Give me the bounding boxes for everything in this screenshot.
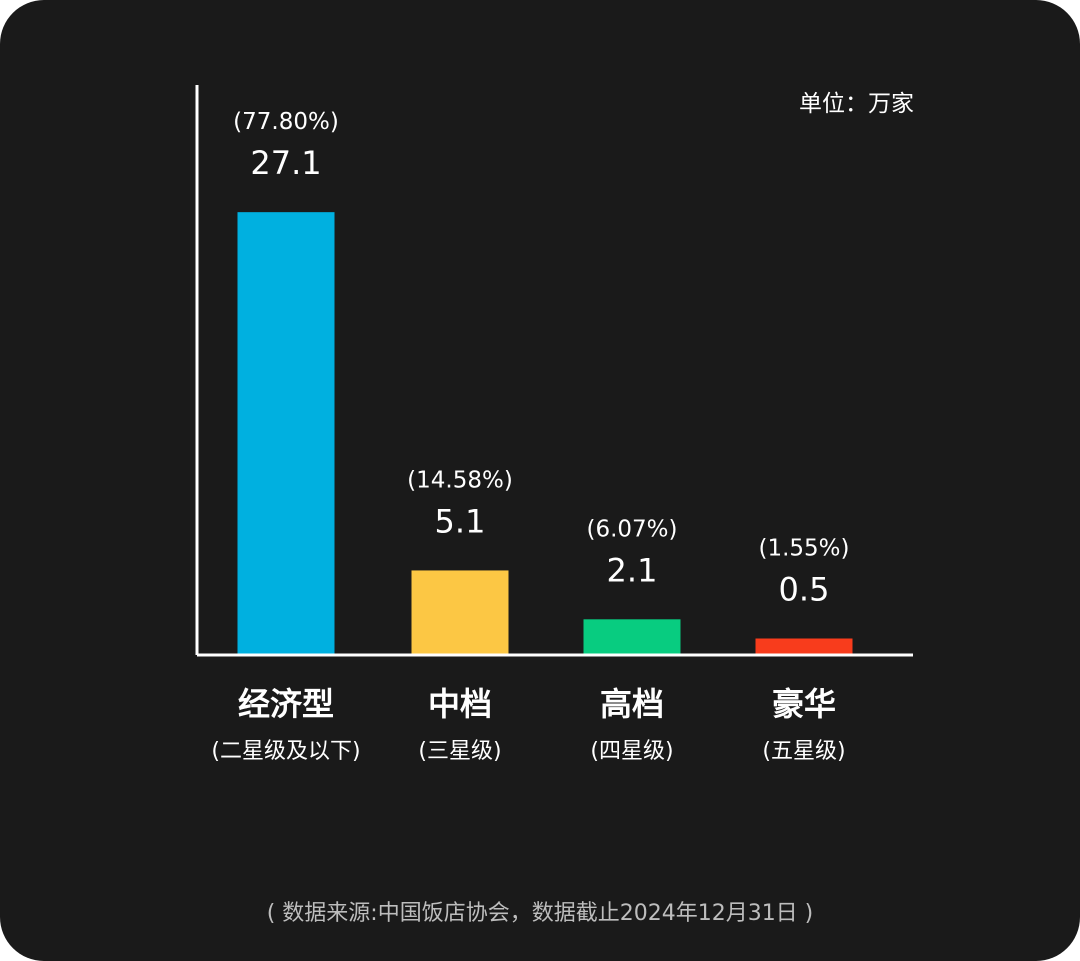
value-label: 2.1 [607,551,658,589]
percent-label: (77.80%) [233,109,339,135]
percent-label: (1.55%) [758,536,849,562]
category-label: 中档 [428,685,492,723]
category-sublabel: (二星级及以下) [211,739,360,764]
category-sublabel: (三星级) [418,739,501,764]
category-sublabel: (四星级) [590,739,673,764]
unit-label: 单位：万家 [799,91,914,117]
percent-label: (14.58%) [407,467,513,493]
category-label: 高档 [600,685,664,723]
bar [755,638,853,654]
category-sublabel: (五星级) [762,739,845,764]
bar [583,619,681,654]
source-note: ( 数据来源:中国饭店协会，数据截止2024年12月31日 ) [266,901,814,926]
value-label: 0.5 [779,571,830,609]
percent-label: (6.07%) [586,516,677,542]
value-label: 5.1 [435,502,486,540]
bar [237,212,335,654]
category-label: 豪华 [772,685,836,723]
bar [411,570,509,654]
value-label: 27.1 [250,144,321,182]
category-label: 经济型 [238,685,334,723]
